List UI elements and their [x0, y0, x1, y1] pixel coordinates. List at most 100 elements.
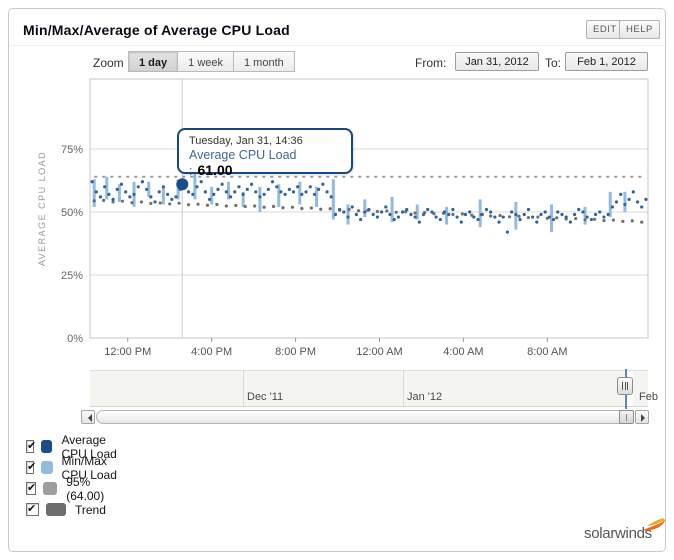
tooltip-series-row: Average CPU Load :61.00 [189, 148, 341, 178]
left-arrow-icon [84, 414, 92, 422]
data-point [388, 212, 392, 217]
data-point [367, 207, 371, 212]
scrollbar-right-arrow[interactable] [635, 410, 649, 424]
data-point [394, 210, 398, 214]
data-point [350, 205, 354, 209]
data-point [640, 220, 644, 224]
edit-button[interactable]: EDIT [586, 20, 624, 39]
data-point [132, 192, 136, 196]
data-point [191, 192, 195, 196]
data-point [290, 205, 295, 209]
data-point [611, 218, 615, 222]
data-point [158, 201, 162, 205]
data-point [279, 190, 283, 194]
from-date-input[interactable]: Jan 31, 2012 [455, 52, 539, 71]
data-point [312, 192, 317, 196]
data-point [593, 212, 598, 217]
scrollbar-track[interactable] [96, 410, 633, 424]
to-date-input[interactable]: Feb 1, 2012 [565, 52, 648, 71]
checkbox-95th-percentile[interactable] [26, 481, 36, 495]
data-point [325, 190, 329, 194]
data-point [102, 198, 106, 203]
data-point [309, 206, 313, 210]
data-point [220, 182, 224, 186]
checkbox-trend[interactable] [26, 502, 39, 516]
data-point [195, 185, 199, 189]
data-point [432, 212, 436, 216]
data-point [262, 205, 266, 209]
data-point [205, 203, 210, 207]
data-point [363, 210, 367, 214]
data-point [291, 190, 296, 194]
data-point [392, 217, 396, 222]
y-tick-label: 50% [61, 207, 83, 219]
header-divider [10, 45, 665, 46]
data-point [196, 202, 200, 206]
data-point [564, 215, 568, 219]
x-tick-label: 12:00 PM [104, 346, 151, 358]
data-point [560, 212, 564, 217]
checkbox-average-cpu-load[interactable] [26, 439, 36, 453]
data-point [224, 204, 228, 208]
data-point [275, 185, 279, 189]
data-point [283, 192, 287, 196]
data-point [451, 207, 455, 212]
data-point [400, 210, 405, 214]
data-point [498, 213, 502, 218]
page-title: Min/Max/Average of Average CPU Load [23, 22, 290, 38]
data-point [396, 215, 400, 219]
swatch-95th-percentile [42, 482, 58, 495]
navigator-handle[interactable] [617, 377, 633, 395]
zoom-1month-button[interactable]: 1 month [234, 51, 295, 72]
data-point [321, 182, 325, 186]
data-point [140, 180, 145, 184]
legend-row-95th: 95% (64.00) [26, 475, 113, 503]
navigator-label-feb: Feb [639, 391, 658, 403]
data-point [517, 214, 521, 218]
data-point [535, 220, 539, 224]
data-point [107, 192, 111, 196]
to-label: To: [545, 56, 562, 70]
x-tick-label: 12:00 AM [356, 346, 402, 358]
data-point [342, 210, 346, 214]
data-point [115, 187, 119, 191]
scrollbar-left-arrow[interactable] [81, 410, 95, 424]
legend-row-minmax: Min/Max CPU Load [26, 454, 120, 482]
data-point [493, 215, 497, 219]
swatch-trend [46, 503, 66, 516]
help-button[interactable]: HELP [619, 20, 660, 39]
data-point [581, 210, 585, 214]
data-point [177, 201, 181, 205]
zoom-1week-button[interactable]: 1 week [178, 51, 234, 72]
navigator-gridline-jan [403, 371, 404, 406]
data-point [145, 187, 149, 191]
data-point [497, 220, 501, 224]
data-point [484, 207, 489, 212]
data-point [186, 190, 191, 194]
x-tick-label: 4:00 PM [191, 346, 232, 358]
data-point [447, 212, 451, 217]
data-point [543, 210, 547, 214]
checkbox-minmax-cpu-load[interactable] [26, 460, 36, 474]
grip-icon [622, 382, 628, 390]
chart-plot-area[interactable]: 0% 25% 50% 75% 12:00 PM 4:00 PM 8:00 PM 12:00 A… [9, 9, 667, 409]
data-point [413, 215, 417, 219]
data-point [215, 202, 219, 207]
data-point [258, 195, 262, 199]
zoom-1day-button[interactable]: 1 day [128, 51, 179, 72]
data-point [614, 200, 619, 204]
data-point [430, 210, 434, 214]
data-point [405, 207, 409, 212]
data-point [228, 195, 233, 199]
data-point [556, 210, 560, 214]
data-point [631, 190, 635, 194]
data-point [480, 212, 484, 217]
data-point [610, 205, 614, 209]
legend-label: Trend [75, 502, 106, 517]
data-point [455, 215, 459, 219]
data-point [338, 207, 342, 212]
navigator-band[interactable]: Dec '11 Jan '12 Feb [90, 370, 658, 407]
selected-data-point [176, 178, 189, 191]
data-point [266, 187, 270, 191]
scrollbar-thumb[interactable] [619, 410, 634, 424]
